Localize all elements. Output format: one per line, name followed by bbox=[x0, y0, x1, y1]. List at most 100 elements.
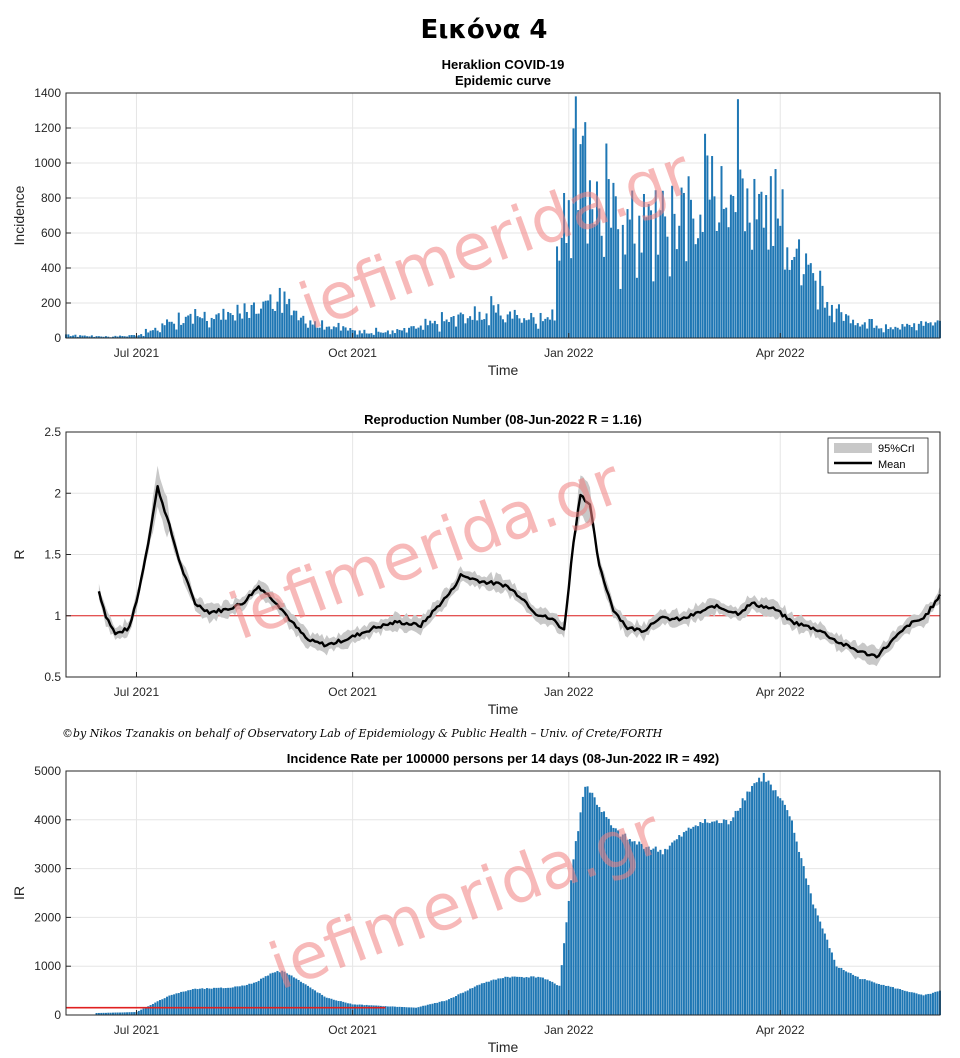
chart-subtitle: Epidemic curve bbox=[455, 73, 551, 88]
bar bbox=[588, 792, 591, 1015]
bar bbox=[483, 982, 486, 1015]
bar bbox=[205, 320, 208, 338]
bar bbox=[309, 320, 312, 338]
bar bbox=[126, 336, 129, 338]
bar bbox=[180, 324, 183, 338]
bar bbox=[97, 336, 100, 338]
bar bbox=[713, 196, 716, 338]
bar bbox=[149, 1005, 152, 1015]
bar bbox=[546, 979, 549, 1015]
bar bbox=[856, 976, 859, 1015]
bar bbox=[739, 808, 742, 1015]
bar bbox=[203, 988, 206, 1015]
bar bbox=[548, 981, 551, 1015]
bar bbox=[337, 322, 340, 338]
bar bbox=[349, 328, 352, 338]
bar bbox=[675, 839, 678, 1015]
bar bbox=[433, 1002, 436, 1015]
bar bbox=[175, 993, 178, 1015]
bar bbox=[762, 227, 765, 338]
bar bbox=[231, 987, 234, 1015]
bar bbox=[527, 319, 530, 338]
bar bbox=[581, 796, 584, 1015]
bar bbox=[455, 326, 458, 338]
bar bbox=[868, 318, 871, 338]
bar bbox=[509, 977, 512, 1015]
bar bbox=[892, 329, 895, 338]
bar bbox=[104, 336, 107, 338]
bar bbox=[203, 311, 206, 338]
bar bbox=[741, 178, 744, 338]
bar bbox=[913, 323, 916, 338]
bar bbox=[480, 319, 483, 338]
bar bbox=[748, 222, 751, 338]
bar bbox=[680, 836, 683, 1015]
bar bbox=[774, 790, 777, 1015]
bar bbox=[121, 336, 124, 338]
bar bbox=[276, 970, 279, 1015]
bar bbox=[664, 848, 667, 1015]
bar bbox=[163, 998, 166, 1015]
y-tick-label: 1400 bbox=[34, 86, 61, 100]
bar bbox=[558, 985, 561, 1015]
bar bbox=[908, 324, 911, 338]
bar bbox=[574, 96, 577, 339]
bar bbox=[842, 320, 845, 338]
bar bbox=[877, 983, 880, 1015]
bar bbox=[151, 330, 154, 338]
bar bbox=[424, 1005, 427, 1015]
bar bbox=[828, 948, 831, 1015]
bar bbox=[518, 976, 521, 1015]
bar bbox=[647, 204, 650, 338]
bar bbox=[504, 976, 507, 1015]
bar bbox=[917, 323, 920, 338]
y-tick-label: 800 bbox=[41, 191, 61, 205]
bar bbox=[504, 322, 507, 338]
bar bbox=[917, 994, 920, 1015]
bar bbox=[847, 972, 850, 1015]
x-tick-label: Apr 2022 bbox=[756, 685, 805, 699]
bar bbox=[189, 989, 192, 1015]
bar bbox=[264, 300, 267, 338]
bar bbox=[285, 304, 288, 338]
bar bbox=[119, 335, 122, 338]
bar bbox=[607, 179, 610, 338]
bar bbox=[509, 311, 512, 338]
bar bbox=[69, 336, 72, 338]
bar bbox=[386, 1006, 389, 1015]
bar bbox=[494, 312, 497, 338]
bar bbox=[868, 980, 871, 1015]
legend: 95%CrI Mean bbox=[827, 437, 929, 474]
bar bbox=[90, 335, 93, 338]
bar bbox=[640, 843, 643, 1015]
y-tick-label: 200 bbox=[41, 296, 61, 310]
bar bbox=[697, 826, 700, 1015]
bar bbox=[863, 322, 866, 338]
bar bbox=[511, 976, 514, 1015]
bar bbox=[483, 319, 486, 338]
bar bbox=[107, 1012, 110, 1015]
x-tick-label: Jul 2021 bbox=[114, 1023, 160, 1037]
bar bbox=[934, 991, 937, 1015]
bar bbox=[922, 325, 925, 338]
bar bbox=[462, 314, 465, 338]
bar bbox=[579, 812, 582, 1015]
y-tick-label: 0 bbox=[54, 331, 61, 345]
bar bbox=[328, 326, 331, 338]
bar bbox=[675, 249, 678, 338]
bar bbox=[579, 144, 582, 338]
bar bbox=[187, 315, 190, 338]
bar bbox=[262, 977, 265, 1015]
bar bbox=[523, 318, 526, 338]
chart-title: Heraklion COVID-19 bbox=[442, 57, 565, 72]
bar bbox=[283, 291, 286, 338]
bar bbox=[680, 187, 683, 338]
bar bbox=[262, 301, 265, 338]
bar bbox=[873, 327, 876, 338]
bar bbox=[370, 333, 373, 338]
bar bbox=[577, 210, 580, 338]
bar bbox=[910, 992, 913, 1015]
bar bbox=[229, 313, 232, 338]
bar bbox=[896, 327, 899, 338]
bar bbox=[506, 976, 509, 1015]
